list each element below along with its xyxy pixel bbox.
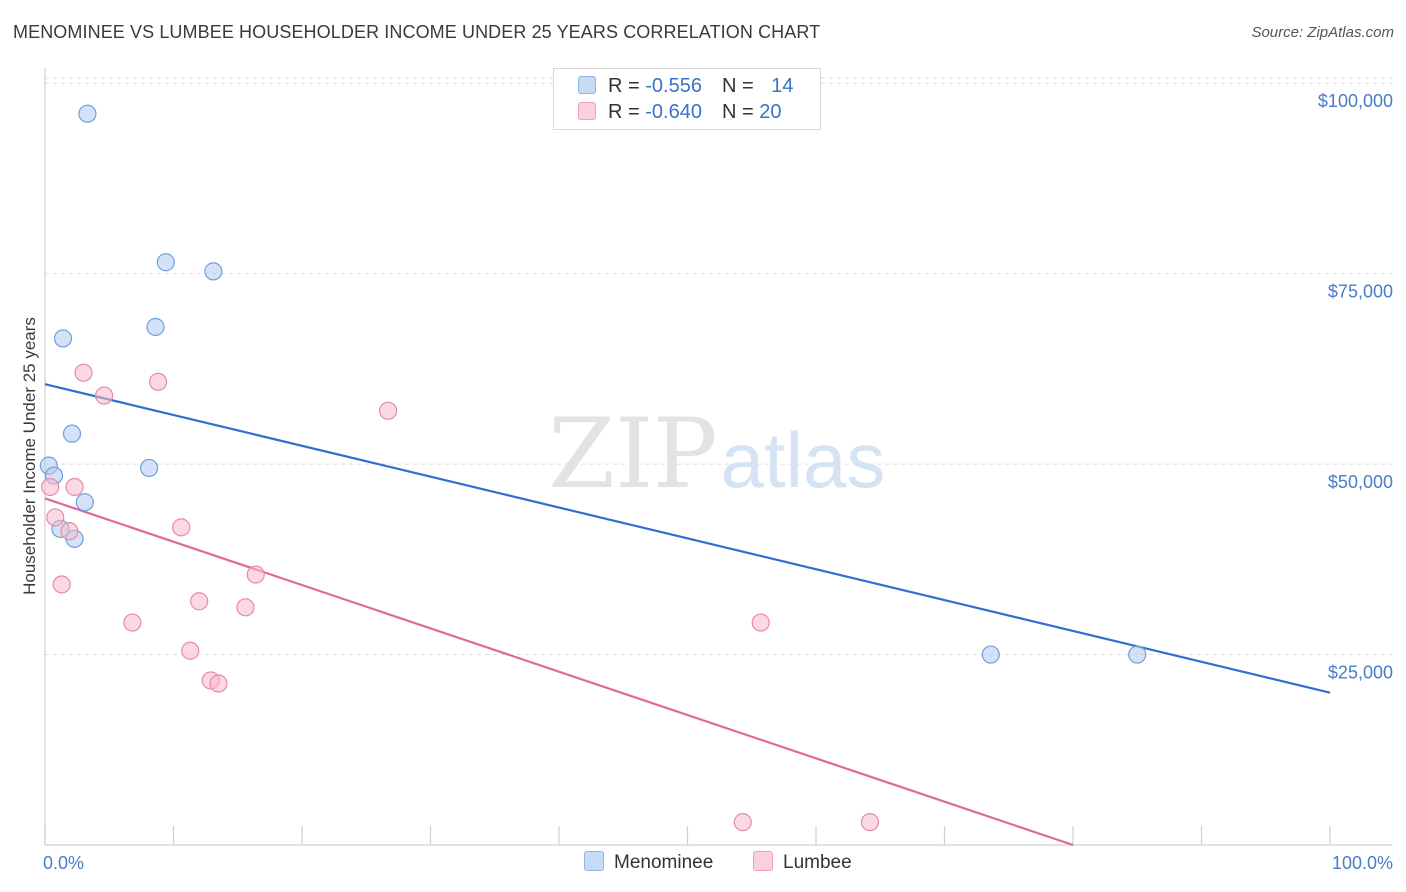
x-tick-label: 0.0%	[43, 853, 84, 873]
trend-line-lumbee	[44, 497, 1074, 847]
trend-line-menominee	[44, 383, 1331, 694]
legend-r-value: -0.556	[645, 75, 702, 97]
data-point-lumbee	[46, 508, 65, 527]
data-point-lumbee	[209, 674, 228, 693]
data-point-lumbee	[41, 477, 60, 497]
data-point-lumbee	[860, 813, 880, 832]
data-point-lumbee	[172, 518, 191, 537]
data-point-menominee	[78, 104, 97, 123]
y-tick-label: $75,000	[1328, 282, 1393, 302]
series-name-lumbee: Lumbee	[783, 852, 852, 873]
data-point-menominee	[1128, 645, 1147, 664]
series-legend-lumbee: Lumbee	[753, 851, 852, 874]
data-point-lumbee	[378, 401, 398, 420]
series-name-menominee: Menominee	[614, 852, 714, 873]
y-tick-label: $100,000	[1318, 91, 1393, 111]
data-point-menominee	[156, 253, 175, 272]
data-point-menominee	[146, 317, 165, 337]
data-point-lumbee	[190, 592, 209, 611]
data-point-lumbee	[181, 641, 200, 660]
legend-r-label: R =	[608, 75, 646, 97]
data-point-lumbee	[52, 575, 71, 594]
legend-swatch-menominee	[578, 76, 596, 94]
data-point-lumbee	[95, 386, 114, 405]
data-point-menominee	[139, 458, 159, 478]
trend-lines	[44, 383, 1331, 847]
x-tick-label: 100.0%	[1332, 853, 1393, 873]
data-point-lumbee	[733, 813, 752, 832]
stats-legend: R = -0.556 N = 14 R = -0.640 N = 20	[553, 68, 821, 130]
data-point-lumbee	[74, 363, 93, 382]
axis-labels: $25,000 $50,000 $75,000 $100,000 0.0% 100.0% H…	[20, 91, 1393, 873]
grid	[45, 77, 1392, 656]
watermark-zip: ZIP	[548, 398, 717, 510]
series-swatch-menominee	[584, 851, 604, 871]
legend-n-label: N =	[721, 101, 760, 123]
data-point-lumbee	[246, 565, 265, 584]
y-tick-label: $25,000	[1328, 663, 1393, 683]
legend-n-value: 20	[759, 101, 782, 123]
legend-swatch-lumbee	[578, 102, 596, 120]
data-point-menominee	[53, 329, 73, 348]
legend-n-label: N =	[721, 75, 760, 97]
legend-r-label: R =	[608, 101, 646, 123]
watermark-atlas: atlas	[721, 416, 886, 504]
data-point-lumbee	[123, 613, 142, 632]
legend-r-value: -0.640	[645, 101, 702, 123]
series-legend-menominee: Menominee	[584, 851, 713, 874]
data-points	[39, 104, 1147, 832]
data-point-menominee	[75, 493, 94, 512]
series-swatch-lumbee	[753, 851, 773, 871]
y-axis-label: Householder Income Under 25 years	[20, 317, 39, 595]
y-tick-label: $50,000	[1328, 472, 1393, 492]
data-point-lumbee	[751, 613, 770, 632]
legend-row-menominee: R = -0.556 N = 14	[578, 75, 793, 101]
data-point-lumbee	[60, 522, 79, 541]
axes	[44, 68, 1392, 846]
data-point-lumbee	[65, 477, 84, 497]
data-point-lumbee	[236, 598, 255, 617]
source-label: Source: ZipAtlas.com	[1251, 24, 1394, 41]
legend-row-lumbee: R = -0.640 N = 20	[578, 101, 781, 127]
data-point-lumbee	[148, 372, 168, 391]
data-point-menominee	[62, 424, 82, 443]
chart-title: MENOMINEE VS LUMBEE HOUSEHOLDER INCOME U…	[13, 22, 821, 42]
legend-n-value: 14	[771, 75, 794, 97]
watermark: ZIP atlas	[548, 398, 885, 510]
data-point-menominee	[204, 262, 223, 281]
data-point-menominee	[981, 645, 1000, 664]
